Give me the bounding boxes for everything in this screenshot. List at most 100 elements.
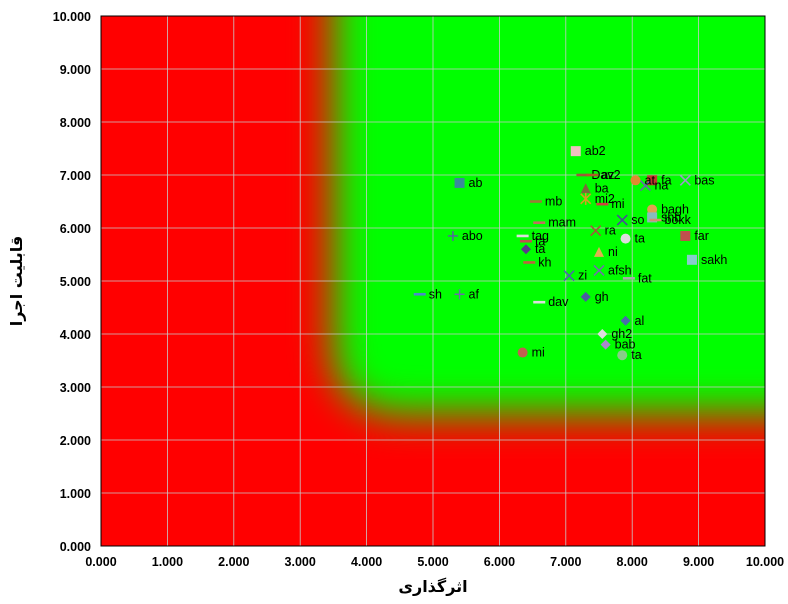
- y-tick-label: 4.000: [60, 328, 91, 342]
- x-tick-label: 5.000: [417, 555, 448, 569]
- y-tick-label: 8.000: [60, 116, 91, 130]
- dash-marker: [519, 239, 532, 243]
- data-point: so: [616, 213, 644, 227]
- data-point: ta: [617, 348, 642, 362]
- data-point: mi: [596, 197, 625, 211]
- point-label: afsh: [608, 263, 632, 277]
- data-point: mb: [529, 195, 562, 209]
- y-tick-label: 10.000: [53, 10, 91, 24]
- data-point: bokk: [649, 213, 692, 227]
- point-label: fa: [661, 173, 671, 187]
- point-label: ba: [595, 181, 609, 195]
- point-label: at: [645, 173, 656, 187]
- square-marker: [647, 175, 658, 186]
- dash-marker: [596, 202, 609, 206]
- point-label: bas: [694, 173, 714, 187]
- point-label: ra: [605, 224, 616, 238]
- y-axis-title: قابلیت اجرا: [7, 236, 26, 327]
- point-label: sh: [429, 287, 442, 301]
- y-tick-label: 0.000: [60, 540, 91, 554]
- square-marker: [686, 254, 697, 265]
- star-marker: [580, 192, 592, 205]
- plot-frame: [100, 15, 766, 547]
- data-point: ta: [520, 242, 545, 256]
- point-label: Dav2: [591, 168, 620, 182]
- dash-marker: [576, 173, 589, 177]
- x-tick-label: 1.000: [152, 555, 183, 569]
- point-label: mi: [532, 346, 545, 360]
- square-marker: [454, 177, 465, 188]
- point-label: so: [631, 213, 644, 227]
- data-point: ab: [454, 176, 483, 190]
- data-point: zi: [563, 269, 587, 283]
- data-point: sh: [413, 287, 442, 301]
- point-label: sakh: [701, 253, 727, 267]
- x-tick-label: 0.000: [85, 555, 116, 569]
- data-point: kh: [523, 255, 552, 269]
- plot-area: [101, 16, 765, 546]
- point-label: mi: [611, 197, 624, 211]
- data-point: mi2: [580, 192, 615, 206]
- x-marker: [616, 214, 628, 226]
- y-tick-label: 3.000: [60, 381, 91, 395]
- data-point: sakh: [686, 253, 727, 267]
- x-marker: [593, 264, 605, 276]
- x-tick-label: 8.000: [617, 555, 648, 569]
- point-label: fat: [638, 271, 652, 285]
- dash-marker: [413, 292, 426, 296]
- x-tick-label: 2.000: [218, 555, 249, 569]
- data-point: fa: [647, 173, 672, 187]
- data-point: ni: [594, 245, 618, 259]
- point-label: ta: [635, 232, 645, 246]
- diamond-marker: [580, 291, 591, 302]
- data-point: far: [680, 229, 709, 243]
- data-point: abo: [447, 229, 483, 243]
- x-marker: [563, 270, 575, 282]
- plus-marker: [447, 230, 458, 241]
- data-point: gh2: [597, 327, 632, 341]
- data-point: ta: [519, 234, 545, 248]
- x-marker: [679, 174, 691, 186]
- point-label: mi2: [595, 192, 615, 206]
- circle-marker: [630, 175, 641, 186]
- data-point: at: [630, 173, 656, 187]
- x-tick-label: 9.000: [683, 555, 714, 569]
- circle-marker: [620, 233, 631, 244]
- plus-marker: [454, 289, 465, 300]
- circle-marker: [517, 347, 528, 358]
- dash-marker: [649, 218, 662, 222]
- data-point: af: [454, 287, 480, 301]
- point-label: ta: [631, 348, 641, 362]
- data-point: ba: [580, 181, 609, 195]
- point-label: dav: [548, 295, 569, 309]
- diamond-marker: [597, 329, 608, 339]
- x-tick-label: 3.000: [285, 555, 316, 569]
- point-label: af: [469, 287, 480, 301]
- x-marker: [639, 180, 652, 192]
- data-point: ab2: [570, 144, 606, 158]
- point-label: ab2: [585, 144, 606, 158]
- y-tick-label: 6.000: [60, 222, 91, 236]
- y-tick-label: 1.000: [60, 487, 91, 501]
- dash-marker: [533, 300, 546, 304]
- plot-background-high-zone: [333, 16, 765, 414]
- x-tick-label: 6.000: [484, 555, 515, 569]
- point-label: ta: [535, 234, 545, 248]
- y-tick-labels: 0.000 1.000 2.000 3.000 4.000 5.000 6.000 7.000…: [53, 10, 91, 554]
- diamond-marker: [600, 339, 611, 350]
- data-point: ta: [620, 232, 645, 246]
- data-point: tag: [516, 229, 549, 243]
- data-point: bagh: [647, 202, 689, 216]
- data-point: na: [639, 179, 668, 193]
- point-label: gh: [595, 290, 609, 304]
- diamond-marker: [520, 244, 531, 255]
- y-tick-label: 2.000: [60, 434, 91, 448]
- point-label: zi: [578, 269, 587, 283]
- point-label: bab: [615, 338, 636, 352]
- data-point: ra: [590, 224, 616, 238]
- x-tick-label: 10.000: [746, 555, 784, 569]
- data-point: bab: [600, 338, 636, 352]
- dash-marker: [586, 173, 599, 177]
- triangle-marker: [594, 246, 604, 257]
